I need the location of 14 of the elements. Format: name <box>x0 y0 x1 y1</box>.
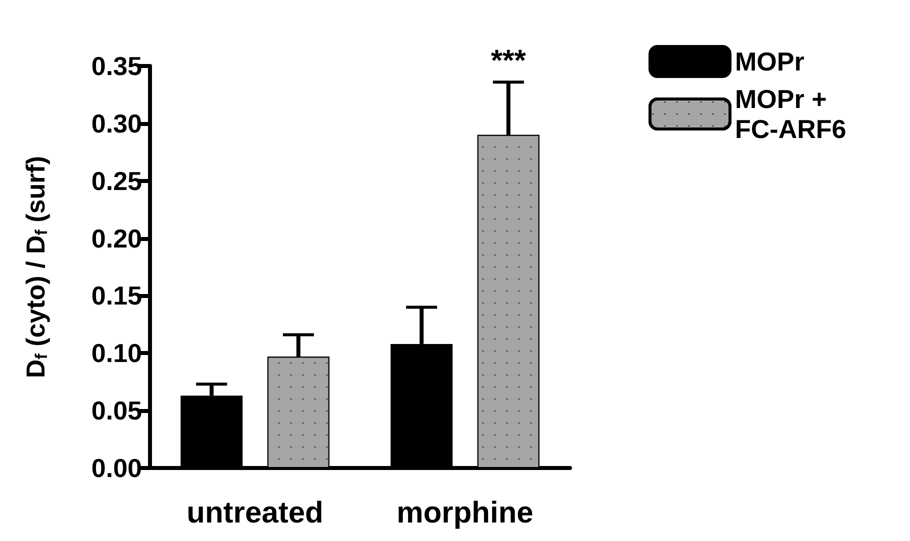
y-tick-label: 0.05 <box>91 396 142 426</box>
annotation: *** <box>490 44 526 78</box>
y-tick-label: 0.35 <box>91 51 142 81</box>
y-tick-label: 0.20 <box>91 223 142 254</box>
y-axis-title: Df (cyto) / Df (surf) <box>20 156 51 378</box>
y-tick-label: 0.10 <box>91 338 142 368</box>
legend-label: MOPr + FC-ARF6 <box>735 84 846 144</box>
legend-label: MOPr <box>735 46 804 76</box>
x-tick-label: morphine <box>396 496 534 530</box>
y-tick-label: 0.30 <box>91 108 142 138</box>
y-tick-label: 0.15 <box>91 280 142 311</box>
y-tick-label: 0.25 <box>91 166 142 196</box>
x-tick-label: untreated <box>186 496 324 530</box>
y-tick-label: 0.00 <box>91 453 142 483</box>
